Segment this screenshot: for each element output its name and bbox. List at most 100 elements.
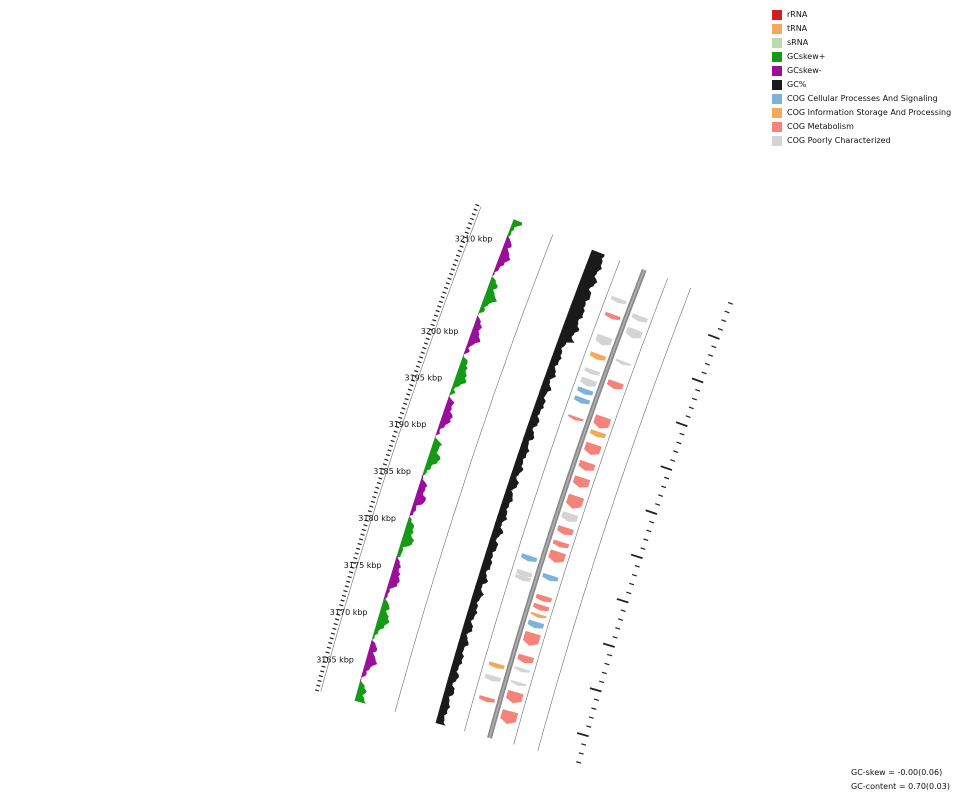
reverse-gene-feature [568, 414, 584, 422]
outer-tick [589, 687, 602, 693]
forward-gene-feature [514, 666, 531, 673]
scale-tick [314, 689, 320, 692]
gc-content-stat: GC-content = 0.70(0.03) [851, 782, 950, 791]
outer-tick [664, 476, 670, 480]
forward-gene-feature [530, 611, 547, 619]
scale-tick [417, 360, 422, 364]
outer-tick [708, 354, 714, 357]
reverse-gene-feature [516, 568, 533, 578]
scale-tick [333, 623, 338, 626]
forward-gene-feature [506, 689, 524, 704]
scale-tick [369, 505, 374, 508]
legend-label: GC% [787, 80, 807, 89]
scale-label: 3165 kbp [316, 656, 354, 665]
outer-tick [660, 465, 673, 471]
forward-gene-feature [510, 679, 527, 687]
scale-tick [344, 585, 349, 588]
track-boundary-4 [394, 234, 554, 712]
scale-tick [324, 656, 329, 659]
scale-tick [466, 226, 471, 230]
outer-tick [631, 573, 637, 577]
legend-label: GCskew- [787, 66, 822, 75]
scale-tick [325, 651, 330, 654]
scale-tick [346, 580, 351, 583]
legend-label: rRNA [787, 10, 808, 19]
outer-tick [576, 761, 582, 764]
legend-label: COG Metabolism [787, 122, 854, 131]
scale-label: 3180 kbp [358, 514, 396, 523]
outer-tick [673, 450, 679, 454]
scale-tick [473, 208, 478, 212]
outer-tick [578, 752, 584, 755]
scale-tick [395, 425, 400, 429]
scale-tick [425, 337, 430, 341]
outer-tick [604, 662, 610, 666]
outer-tick [691, 397, 698, 401]
scale-tick [357, 542, 362, 546]
forward-gene-feature [532, 602, 550, 612]
gc-skew-positive-plot [354, 219, 523, 704]
outer-tick [676, 441, 682, 445]
scale-label: 3190 kbp [389, 420, 427, 429]
scale-tick [332, 627, 337, 631]
scale-tick [419, 356, 424, 359]
forward-gene-feature [517, 653, 535, 664]
scale-tick [454, 259, 459, 262]
scale-tick [399, 411, 404, 415]
legend-label: sRNA [787, 38, 809, 47]
scale-tick [341, 594, 347, 597]
scale-tick [450, 268, 455, 271]
forward-gene-feature [500, 709, 519, 724]
scale-tick [372, 496, 377, 499]
track-boundary-0 [537, 287, 692, 752]
scale-tick [382, 463, 387, 466]
forward-gene-feature [631, 313, 648, 323]
scale-tick [379, 472, 384, 475]
scale-tick [407, 388, 412, 392]
forward-gene-feature [578, 459, 596, 471]
legend-label: COG Poorly Characterized [787, 136, 891, 145]
scale-tick [404, 397, 409, 401]
outer-tick [616, 598, 629, 604]
scale-tick [350, 566, 355, 569]
forward-gene-feature [552, 539, 570, 549]
legend-swatch [772, 52, 782, 62]
legend-label: tRNA [787, 24, 808, 33]
outer-tick [707, 333, 720, 340]
scale-tick [475, 203, 480, 207]
outer-tick [717, 327, 723, 331]
outer-tick [675, 421, 688, 428]
scale-tick [340, 599, 345, 602]
scale-label: 3210 kbp [455, 235, 493, 244]
legend-swatch [772, 24, 782, 34]
scale-tick [447, 277, 452, 281]
forward-gene-feature [548, 549, 566, 563]
outer-tick [658, 494, 664, 498]
scale-tick [353, 557, 358, 560]
stats-box: GC-skew = -0.00(0.06) GC-content = 0.70(… [851, 766, 950, 794]
scale-tick [443, 286, 449, 290]
reverse-gene-feature [580, 376, 597, 387]
scale-tick [343, 589, 348, 593]
outer-tick [581, 743, 587, 746]
scale-tick [329, 637, 334, 640]
outer-tick [661, 485, 667, 489]
scale-tick [469, 217, 475, 221]
reverse-gene-feature [488, 661, 505, 669]
reverse-gene-feature [577, 386, 594, 396]
scale-tick [435, 309, 440, 313]
reverse-gene-feature [610, 295, 627, 305]
scale-tick [428, 328, 434, 331]
legend-swatch [772, 38, 782, 48]
outer-tick [685, 415, 691, 419]
scale-tick [334, 618, 340, 621]
reverse-gene-feature [484, 673, 502, 682]
forward-gene-feature [606, 379, 624, 390]
scale-label: 3170 kbp [330, 608, 368, 617]
reverse-gene-feature [589, 351, 607, 361]
forward-gene-feature [535, 593, 553, 603]
scale-tick [402, 402, 408, 406]
forward-gene-feature [557, 525, 574, 536]
scale-tick [339, 604, 344, 607]
